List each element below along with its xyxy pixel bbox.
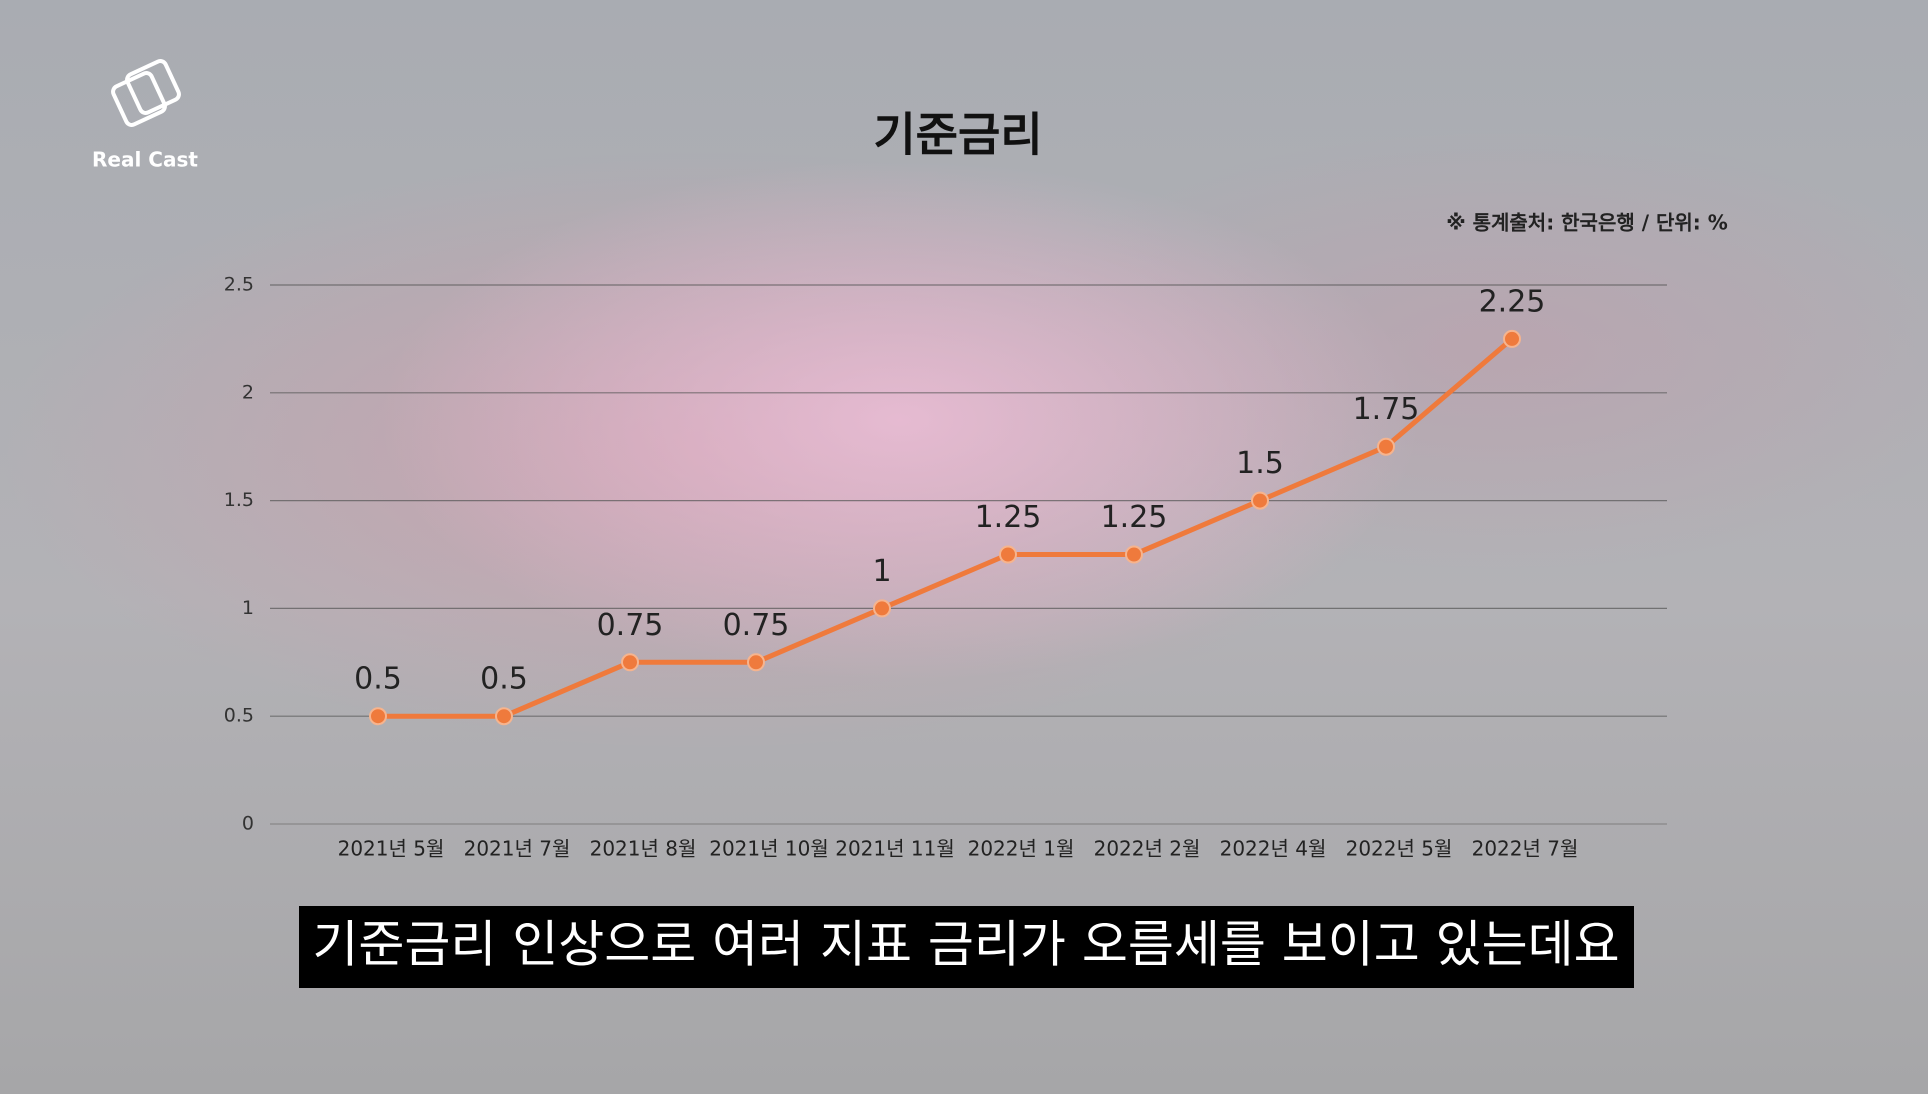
chart-title: 기준금리 <box>873 108 1042 162</box>
x-tick-label: 2022년 7월 <box>1472 837 1579 861</box>
data-label: 1.5 <box>1236 446 1284 481</box>
logo-text: Real Cast <box>92 148 198 172</box>
data-point <box>747 653 765 672</box>
y-tick-label: 1 <box>242 597 254 619</box>
data-label: 1.25 <box>975 500 1042 535</box>
x-tick-label: 2021년 10월 <box>709 837 829 861</box>
data-point <box>1503 329 1521 348</box>
y-tick-label: 2.5 <box>224 274 254 296</box>
data-point <box>621 653 639 672</box>
data-point <box>369 707 387 726</box>
caption: 기준금리 인상으로 여러 지표 금리가 오름세를 보이고 있는데요 <box>312 916 1619 974</box>
x-tick-label: 2021년 11월 <box>835 837 955 861</box>
data-label: 1.25 <box>1101 500 1168 535</box>
y-tick-label: 0.5 <box>224 705 254 727</box>
x-tick-label: 2022년 5월 <box>1346 837 1453 861</box>
data-line <box>378 337 1514 719</box>
data-label: 0.75 <box>597 608 664 643</box>
data-point <box>873 599 891 618</box>
caption-box <box>299 906 1634 988</box>
data-label: 1.75 <box>1353 392 1420 427</box>
logo <box>111 59 181 127</box>
x-tick-label: 2021년 8월 <box>590 837 697 861</box>
logo-shape <box>111 71 167 127</box>
data-label: 2.25 <box>1479 284 1546 319</box>
y-tick-label: 2 <box>242 381 254 403</box>
data-point <box>1251 491 1269 510</box>
logo-shape <box>125 59 181 115</box>
x-tick-label: 2021년 7월 <box>464 837 571 861</box>
x-tick-label: 2022년 4월 <box>1220 837 1327 861</box>
x-tick-label: 2022년 1월 <box>968 837 1075 861</box>
data-point <box>1125 545 1143 564</box>
data-label: 0.5 <box>480 662 528 697</box>
data-label: 1 <box>872 554 891 589</box>
data-point <box>999 545 1017 564</box>
data-label: 0.75 <box>723 608 790 643</box>
y-tick-label: 1.5 <box>224 489 254 511</box>
y-tick-label: 0 <box>242 813 254 835</box>
data-point <box>495 707 513 726</box>
x-tick-label: 2022년 2월 <box>1094 837 1201 861</box>
x-tick-label: 2021년 5월 <box>338 837 445 861</box>
data-point <box>1377 437 1395 456</box>
source-note: ※ 통계출처: 한국은행 / 단위: % <box>1446 211 1728 235</box>
data-label: 0.5 <box>354 662 402 697</box>
